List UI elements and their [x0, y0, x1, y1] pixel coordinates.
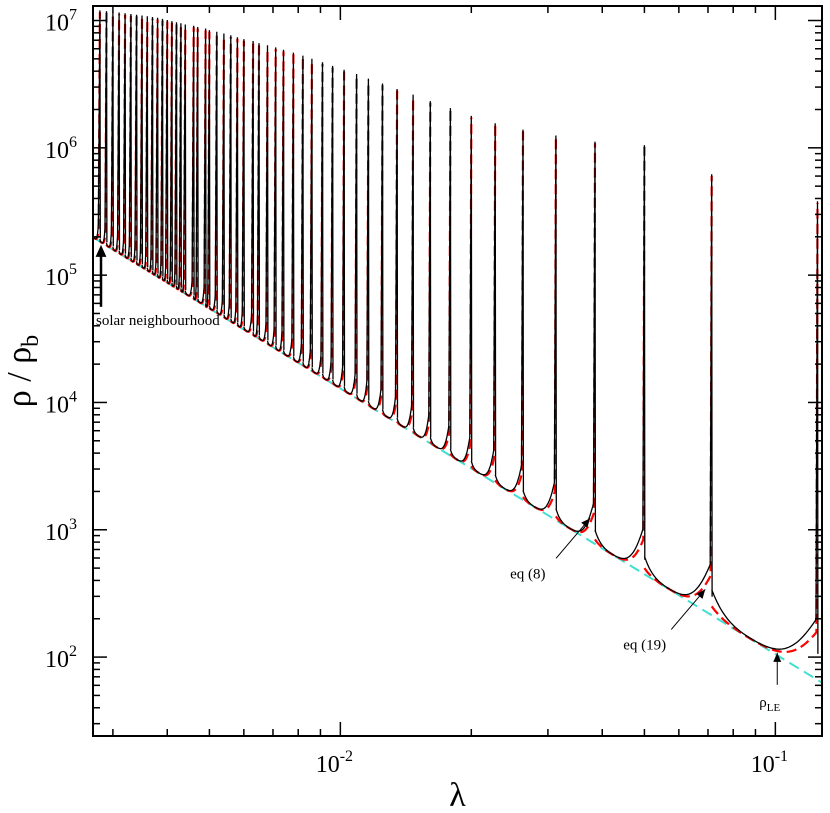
y-tick-label-base: 10: [45, 520, 69, 546]
solar-neighbourhood-arrowhead: [95, 244, 107, 257]
eq8-label: eq (8): [510, 566, 545, 582]
y-tick-label: 102: [45, 643, 77, 673]
y-tick-label-exp: 5: [69, 261, 77, 278]
y-tick-label: 103: [45, 516, 77, 546]
rho-le-arrowhead: [773, 652, 782, 662]
y-tick-label: 107: [45, 7, 77, 37]
y-tick-label-base: 10: [45, 265, 69, 291]
y-tick-label-exp: 3: [69, 516, 77, 533]
y-tick-label: 104: [45, 388, 77, 418]
rho-le-main: ρ: [759, 695, 767, 711]
series-exact-line: [93, 10, 819, 654]
y-tick-label-exp: 4: [69, 388, 77, 405]
y-tick-label-exp: 7: [69, 7, 77, 24]
y-axis-title: ρ / ρb: [1, 335, 44, 407]
y-tick-label: 106: [45, 134, 77, 164]
series-eq19-line: [93, 12, 819, 654]
y-tick-label-base: 10: [45, 138, 69, 164]
rho-le-sub: LE: [767, 702, 781, 714]
y-tick-label-base: 10: [45, 11, 69, 37]
annotations: solar neighbourhood eq (8) eq (19) ρLE: [95, 244, 782, 714]
y-tick-label: 105: [45, 261, 77, 291]
curves-layer: [93, 10, 822, 684]
y-tick-label-base: 10: [45, 392, 69, 418]
x-tick-label-exp: -1: [775, 748, 788, 765]
eq19-arrowhead: [696, 589, 706, 599]
y-axis-title-main: ρ / ρ: [1, 347, 38, 407]
x-tick-label-base: 10: [751, 752, 775, 778]
rho-le-label: ρLE: [759, 695, 780, 714]
x-tick-label-exp: -2: [340, 748, 353, 765]
axis-ticks: [93, 6, 822, 736]
x-axis-title: λ: [449, 777, 466, 813]
eq19-label: eq (19): [623, 637, 666, 653]
y-axis-title-sub: b: [18, 335, 44, 347]
plot-frame: [92, 5, 823, 737]
x-tick-label: 10-2: [316, 748, 353, 778]
x-tick-label-base: 10: [316, 752, 340, 778]
eq8-arrowhead: [581, 518, 591, 528]
y-tick-label-exp: 6: [69, 134, 77, 151]
y-tick-label-exp: 2: [69, 643, 77, 660]
x-tick-label: 10-1: [751, 748, 788, 778]
y-tick-label-base: 10: [45, 647, 69, 673]
solar-neighbourhood-label: solar neighbourhood: [96, 313, 220, 329]
